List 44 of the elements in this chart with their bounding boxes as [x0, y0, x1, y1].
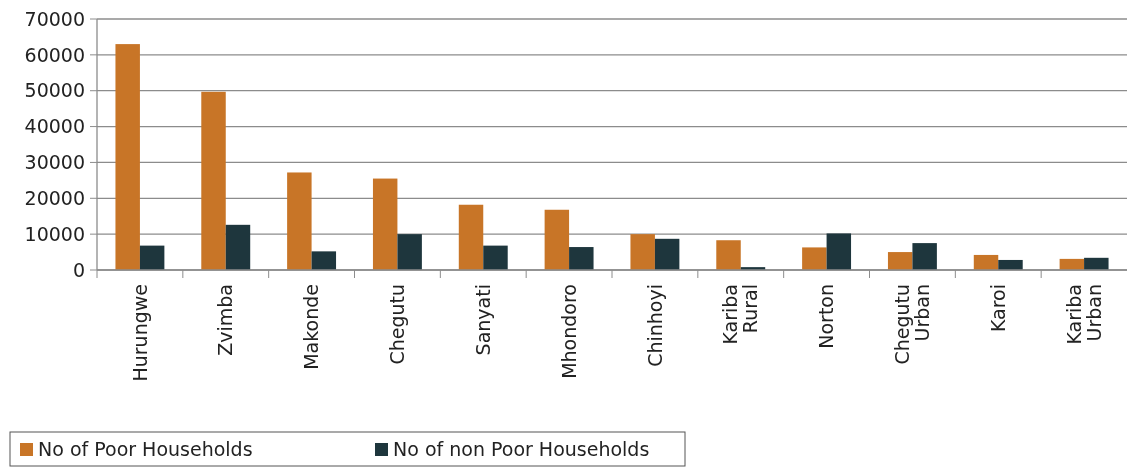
bar [630, 234, 655, 270]
x-tick-label: Chinhoyi [643, 284, 666, 367]
bar [716, 240, 741, 270]
y-tick-label: 60000 [24, 43, 85, 66]
y-tick-label: 40000 [24, 115, 85, 138]
x-tick-label: Kariba Rural [719, 284, 762, 345]
y-tick-label: 70000 [24, 7, 85, 30]
bar [802, 247, 827, 270]
legend-label: No of Poor Households [38, 437, 253, 460]
bar [201, 91, 226, 270]
x-tick-label: Sanyati [471, 284, 494, 356]
x-tick-label: Makonde [300, 284, 323, 370]
bar [483, 245, 508, 270]
bar [1084, 257, 1109, 270]
bar [569, 247, 594, 270]
x-tick-label: Norton [815, 284, 838, 349]
y-tick-label: 10000 [24, 222, 85, 245]
bar [287, 172, 312, 270]
bar [654, 238, 680, 270]
bar [458, 204, 484, 270]
y-tick-label: 50000 [24, 79, 85, 102]
bar [225, 224, 251, 270]
x-tick-label: Kariba Urban [1062, 284, 1105, 345]
bar [887, 252, 913, 270]
bar [544, 209, 570, 270]
x-tick-label: Chegutu Urban [891, 284, 934, 365]
y-tick-label: 0 [72, 258, 85, 281]
bar [973, 254, 999, 270]
x-tick-label: Karoi [986, 284, 1009, 333]
x-tick-label: Zvimba [214, 284, 237, 356]
bar [826, 233, 852, 270]
bar [998, 259, 1023, 270]
bar [115, 44, 140, 270]
bar [372, 178, 398, 270]
x-tick-label: Hurungwe [128, 284, 151, 382]
bar [311, 251, 337, 270]
x-tick-label: Mhondoro [557, 284, 580, 379]
legend-label: No of non Poor Households [393, 437, 650, 460]
y-tick-label: 30000 [24, 151, 85, 174]
bar [912, 243, 937, 270]
y-tick-label: 20000 [24, 186, 85, 209]
bar [397, 234, 422, 270]
bar [139, 245, 165, 270]
x-tick-label: Chegutu [386, 284, 409, 365]
